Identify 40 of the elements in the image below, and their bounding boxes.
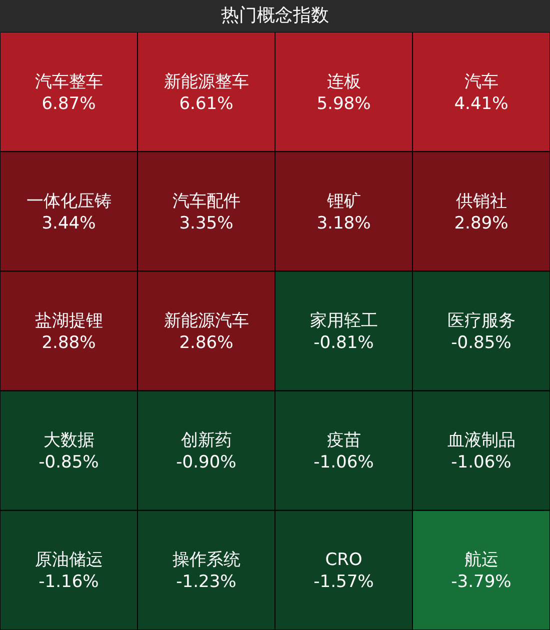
data-label: -3.79% [451, 572, 512, 592]
category-label: 家用轻工 [310, 311, 378, 331]
data-label: 4.41% [454, 94, 508, 114]
data-label: 2.89% [454, 213, 508, 234]
category-label: CRO [325, 550, 362, 570]
category-label: 汽车配件 [172, 191, 240, 212]
data-label: 3.35% [179, 213, 234, 234]
data-label: 6.87% [42, 94, 96, 114]
data-label: 3.18% [316, 213, 371, 234]
data-label: -0.85% [38, 452, 99, 473]
category-label: 一体化压铸 [26, 191, 112, 212]
category-label: 创新药 [180, 430, 232, 451]
category-label: 血液制品 [447, 430, 516, 451]
data-label: -1.23% [176, 572, 236, 592]
category-label: 汽车整车 [34, 72, 103, 92]
category-label: 锂矿 [326, 191, 361, 212]
category-label: 新能源整车 [164, 72, 249, 92]
category-label: 盐湖提锂 [34, 311, 103, 331]
category-label: 连板 [326, 72, 361, 92]
data-label: -1.57% [314, 572, 374, 592]
data-label: 3.44% [42, 213, 96, 234]
category-label: 原油储运 [34, 550, 103, 570]
data-label: -0.81% [314, 333, 374, 353]
data-label: -1.16% [38, 572, 99, 592]
data-label: -1.06% [314, 452, 374, 473]
data-label: 5.98% [316, 94, 371, 114]
category-label: 大数据 [43, 430, 94, 451]
category-label: 航运 [464, 550, 498, 570]
category-label: 汽车 [464, 72, 498, 92]
data-label: -1.06% [451, 452, 512, 473]
data-label: 2.88% [42, 333, 96, 353]
category-label: 供销社 [456, 191, 507, 212]
category-label: 疫苗 [326, 430, 361, 451]
category-label: 医疗服务 [447, 311, 516, 331]
data-label: -0.90% [176, 452, 236, 473]
data-label: 2.86% [179, 333, 234, 353]
data-label: -0.85% [451, 333, 512, 353]
data-label: 6.61% [179, 94, 234, 114]
category-label: 操作系统 [172, 550, 240, 570]
category-label: 新能源汽车 [164, 311, 249, 331]
